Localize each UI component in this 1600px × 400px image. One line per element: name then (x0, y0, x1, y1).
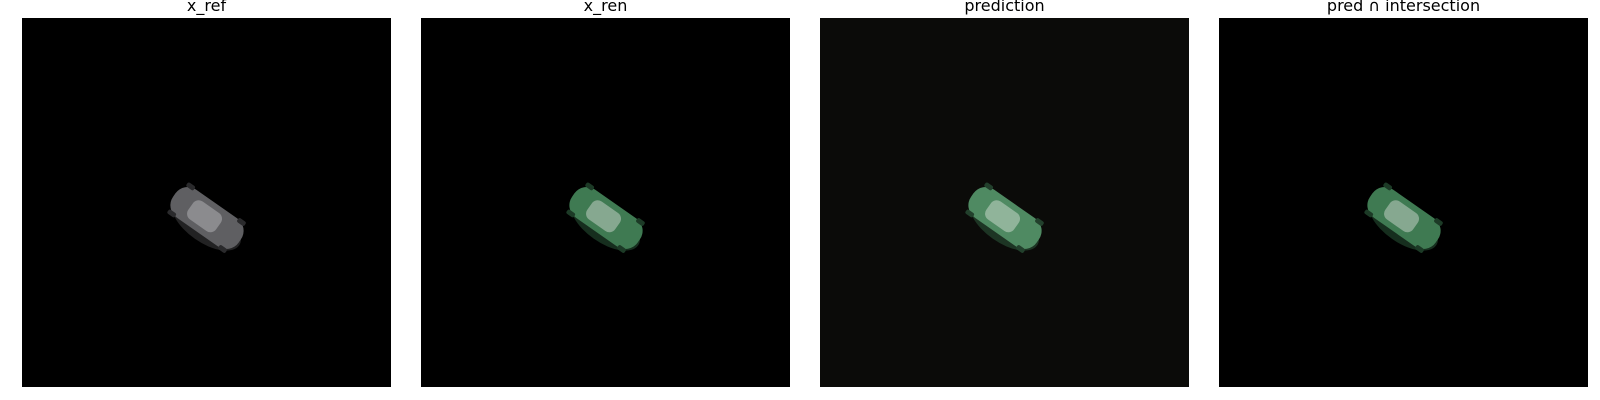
car-render-image (421, 18, 790, 387)
car-render-svg (22, 18, 391, 387)
panel-title: x_ref (186, 0, 227, 15)
car-shape (1364, 182, 1443, 253)
car-shape (167, 182, 246, 253)
car-render-svg (1219, 18, 1588, 387)
car-render-svg (421, 18, 790, 387)
car-wheel (1035, 218, 1044, 226)
car-roof (985, 200, 1021, 233)
car-wheel (1434, 218, 1443, 226)
car-wheel (566, 209, 576, 218)
car-render-image (22, 18, 391, 387)
car-wheel (237, 218, 246, 226)
car-render-svg (820, 18, 1189, 387)
panel-prediction: prediction (820, 0, 1189, 387)
car-wheel (186, 182, 195, 191)
panel-title: prediction (964, 0, 1045, 15)
panel-x-ref: x_ref (22, 0, 391, 387)
car-shape (566, 182, 645, 253)
car-roof (187, 200, 223, 233)
panel-title: x_ren (583, 0, 628, 15)
car-wheel (1415, 245, 1424, 253)
car-wheel (1383, 182, 1392, 191)
car-roof (586, 200, 622, 233)
car-wheel (617, 245, 626, 253)
panel-x-ren: x_ren (421, 0, 790, 387)
car-wheel (984, 182, 993, 191)
car-wheel (585, 182, 594, 191)
car-render-image (820, 18, 1189, 387)
panel-title: pred ∩ intersection (1326, 0, 1481, 15)
car-wheel (167, 209, 177, 218)
car-render-image (1219, 18, 1588, 387)
car-roof (1384, 200, 1420, 233)
car-wheel (1016, 245, 1025, 253)
car-wheel (218, 245, 227, 253)
car-shape (965, 182, 1044, 253)
car-wheel (1364, 209, 1374, 218)
car-wheel (636, 218, 645, 226)
car-wheel (965, 209, 975, 218)
panel-pred-intersection: pred ∩ intersection (1219, 0, 1588, 387)
